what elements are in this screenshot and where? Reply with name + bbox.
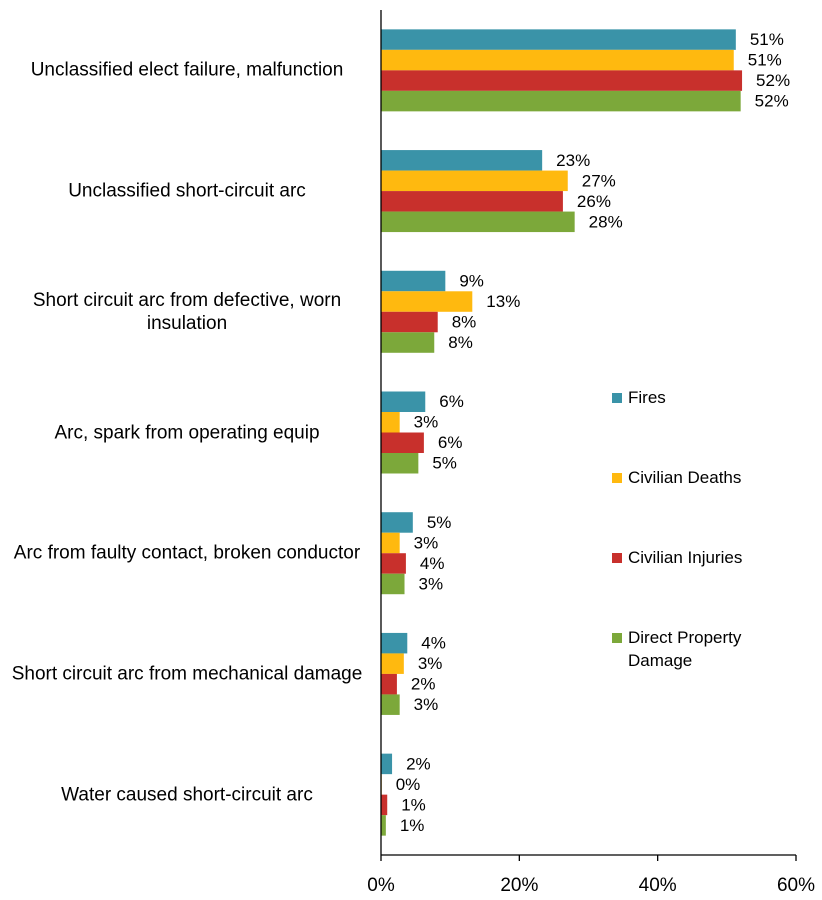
legend-label: Fires	[628, 388, 666, 407]
bar	[381, 391, 426, 412]
bar	[381, 673, 397, 695]
value-label: 28%	[589, 212, 623, 231]
bar	[381, 632, 408, 654]
value-label: 23%	[556, 151, 590, 170]
bar	[381, 311, 438, 333]
value-label: 9%	[459, 272, 484, 291]
value-label: 52%	[756, 71, 790, 90]
category-label: Short circuit arc from defective, worn i…	[32, 289, 342, 334]
bar	[381, 70, 743, 91]
x-tick-label: 0%	[367, 875, 395, 896]
category-label: Unclassified short-circuit arc	[68, 180, 306, 202]
bar	[381, 553, 406, 574]
bar	[381, 29, 736, 50]
value-label: 5%	[427, 513, 452, 532]
category-label: Arc from faulty contact, broken conducto…	[13, 542, 361, 564]
bar	[381, 753, 393, 775]
bar	[381, 453, 419, 474]
value-label: 5%	[432, 454, 457, 473]
bar	[381, 412, 400, 433]
bar	[381, 332, 435, 353]
legend-swatch	[612, 633, 622, 643]
legend-swatch	[612, 553, 622, 563]
bar	[381, 90, 741, 112]
bar	[381, 432, 424, 453]
value-label: 52%	[755, 92, 789, 111]
value-label: 6%	[438, 433, 463, 452]
bar	[381, 794, 388, 816]
bar	[381, 573, 405, 595]
value-label: 3%	[414, 533, 439, 552]
category-label: Short circuit arc from mechanical damage	[11, 663, 363, 685]
bar	[381, 211, 575, 233]
value-label: 27%	[582, 171, 616, 190]
value-label: 4%	[421, 634, 446, 653]
value-label: 13%	[486, 292, 520, 311]
legend-label: Civilian Deaths	[628, 468, 742, 487]
value-label: 3%	[419, 574, 444, 593]
value-label: 51%	[750, 30, 784, 49]
legend-swatch	[612, 473, 622, 483]
x-tick-label: 40%	[639, 875, 677, 896]
legend-label: Civilian Injuries	[628, 548, 743, 567]
legend-swatch	[612, 393, 622, 403]
bar	[381, 512, 413, 533]
bar	[381, 815, 386, 836]
bar	[381, 291, 473, 312]
bar	[381, 170, 568, 192]
value-label: 26%	[577, 192, 611, 211]
value-label: 51%	[748, 51, 782, 70]
bar	[381, 532, 400, 554]
legend-label: Direct Property Damage	[628, 628, 742, 670]
value-label: 3%	[414, 695, 439, 714]
x-tick-label: 20%	[500, 875, 538, 896]
bar	[381, 49, 734, 71]
category-label: Unclassified elect failure, malfunction	[30, 59, 344, 81]
bar	[381, 653, 404, 674]
category-label: Arc, spark from operating equip	[54, 422, 320, 443]
value-label: 3%	[418, 654, 443, 673]
bar	[381, 270, 446, 292]
value-label: 8%	[448, 333, 473, 352]
x-tick-label: 60%	[777, 875, 815, 896]
value-label: 4%	[420, 554, 445, 573]
category-label: Water caused short-circuit arc	[61, 784, 313, 806]
bar	[381, 191, 563, 212]
bar	[381, 150, 543, 171]
value-label: 6%	[439, 392, 464, 411]
bar	[381, 694, 400, 715]
value-label: 1%	[401, 795, 426, 814]
value-label: 8%	[452, 313, 477, 332]
value-label: 0%	[396, 775, 421, 794]
value-label: 2%	[406, 754, 431, 773]
value-label: 3%	[414, 413, 439, 432]
value-label: 1%	[400, 816, 425, 835]
value-label: 2%	[411, 675, 436, 694]
